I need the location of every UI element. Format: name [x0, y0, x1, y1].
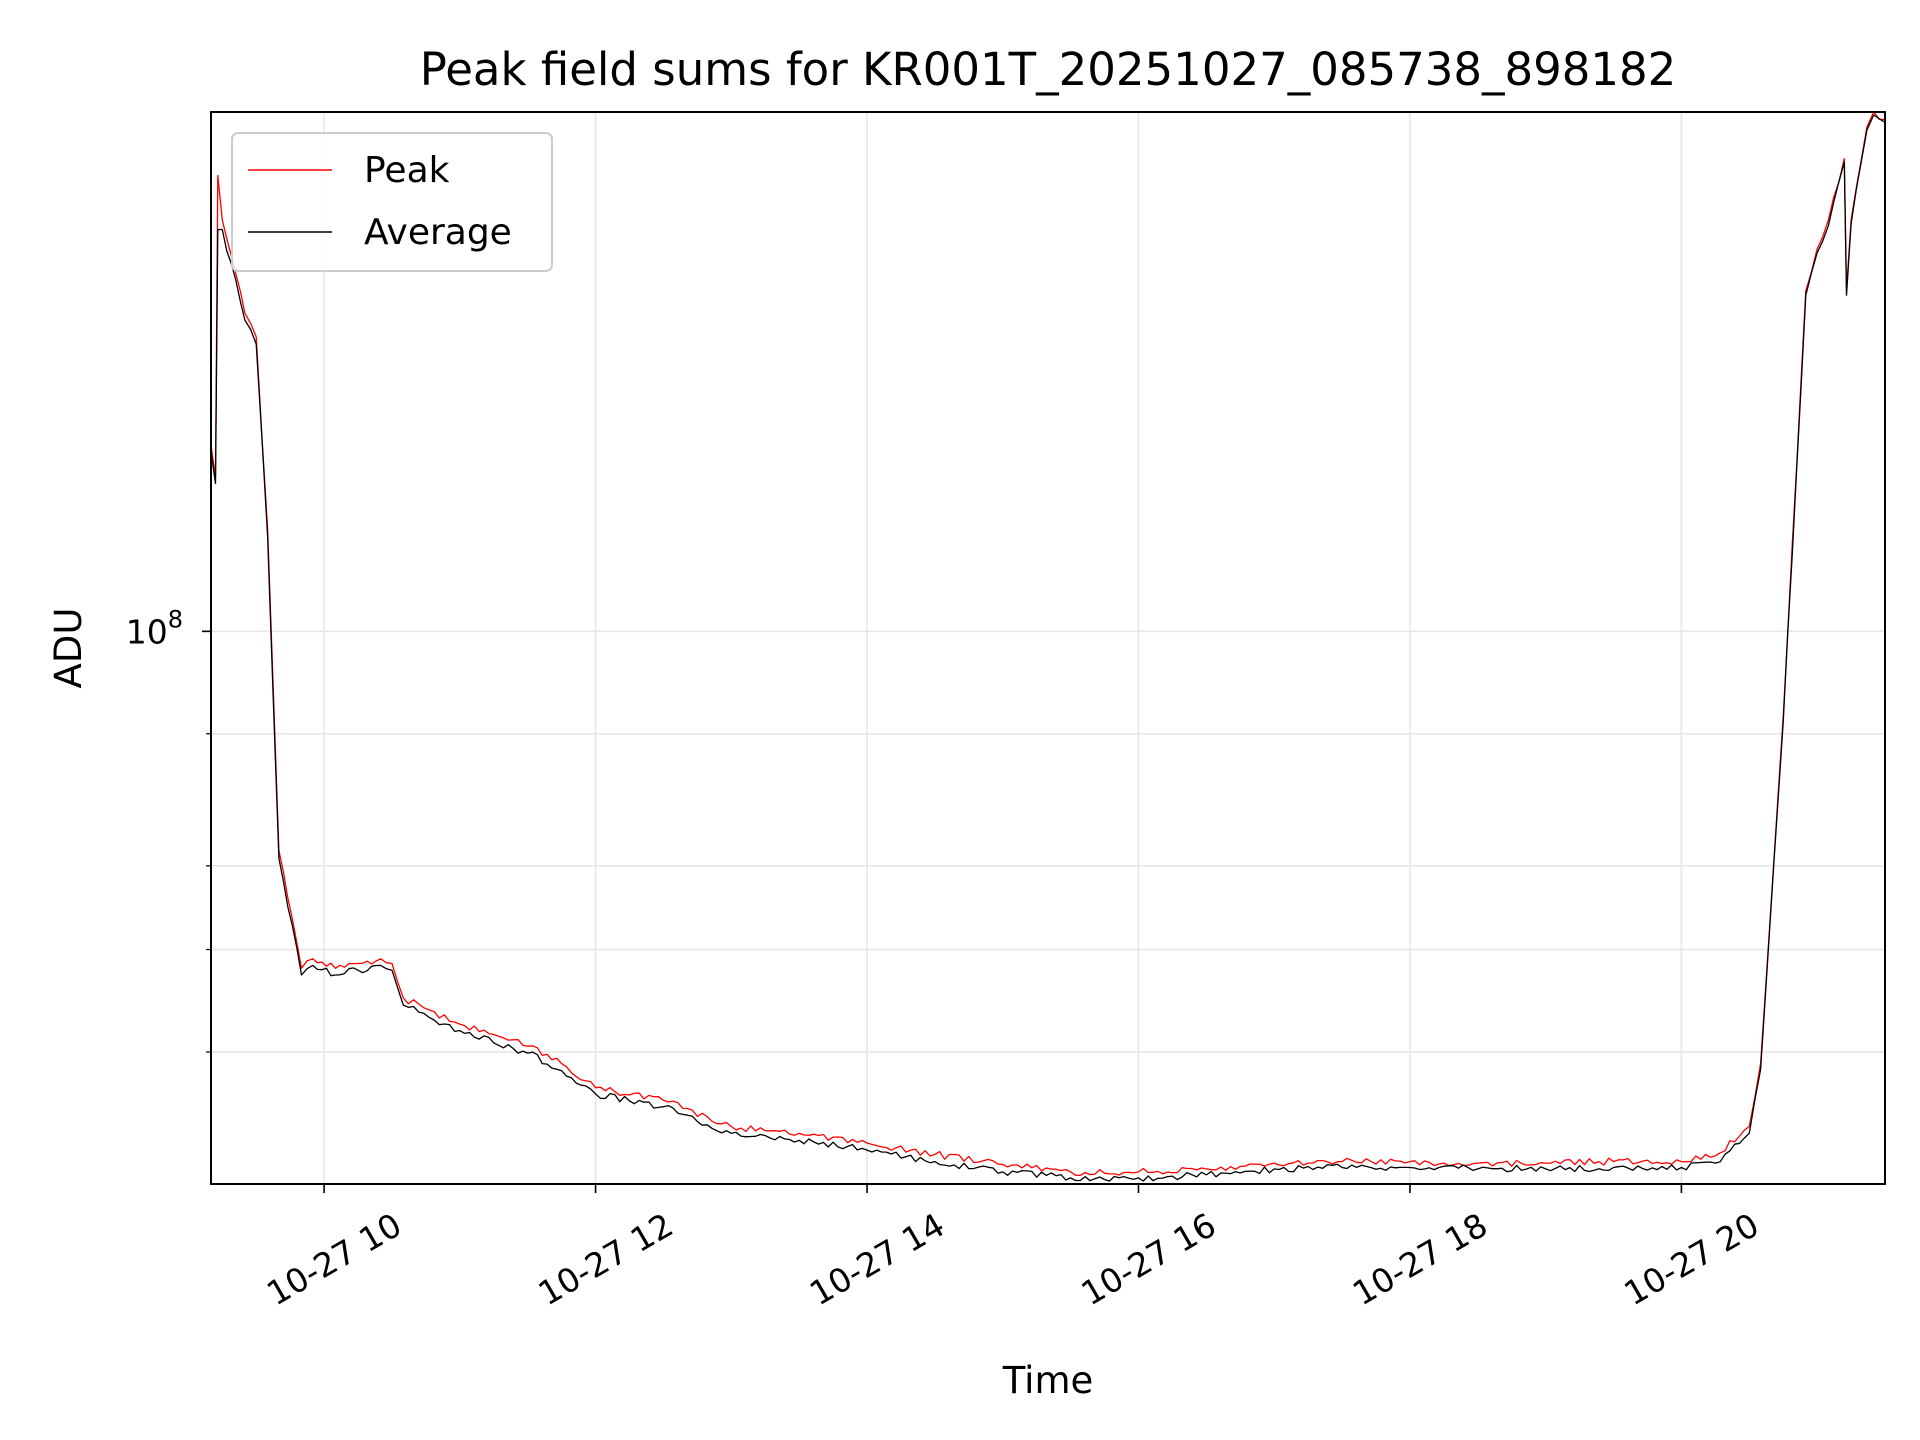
y-tick-exponent: 8	[168, 605, 183, 633]
x-tick-label: 10-27 14	[803, 1205, 951, 1313]
x-tick-label: 10-27 12	[532, 1205, 680, 1313]
x-tick-label: 10-27 16	[1074, 1205, 1222, 1313]
x-tick-label: 10-27 10	[260, 1205, 408, 1313]
plot-area-frame	[210, 111, 1886, 1185]
series-line-average	[211, 114, 1885, 1182]
x-axis: 10-27 10 10-27 12 10-27 14 10-27 16 10-27 18…	[260, 1184, 1765, 1313]
y-axis-title: ADU	[47, 608, 90, 689]
series-layer	[211, 112, 1885, 1182]
x-axis-title: Time	[1002, 1359, 1094, 1402]
series-line-peak	[211, 112, 1885, 1176]
legend-label-peak: Peak	[364, 150, 450, 191]
chart-title: Peak field sums for KR001T_20251027_0857…	[420, 43, 1677, 96]
legend-box	[231, 132, 553, 272]
grid	[211, 112, 1885, 1184]
x-tick-label: 10-27 20	[1617, 1205, 1765, 1313]
legend-label-average: Average	[364, 212, 512, 253]
y-tick-label: 108	[126, 605, 183, 651]
y-tick-base: 10	[126, 612, 168, 651]
x-tick-label: 10-27 18	[1346, 1205, 1494, 1313]
y-axis: 108	[126, 605, 211, 1053]
legend: Peak Average	[231, 132, 553, 272]
